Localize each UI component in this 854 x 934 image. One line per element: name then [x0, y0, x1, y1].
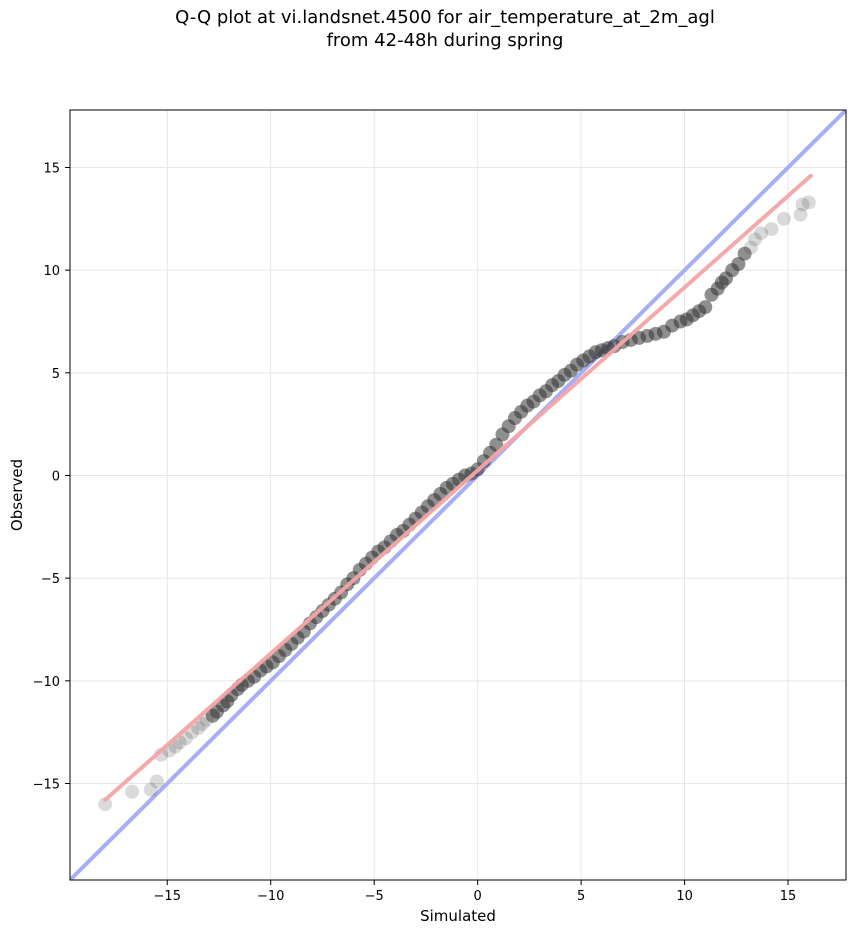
data-point	[143, 782, 158, 797]
fit-line	[103, 173, 813, 802]
plot-area	[70, 110, 846, 880]
data-point	[747, 232, 762, 247]
x-tick-label: 5	[577, 889, 585, 904]
y-tick-label: −10	[33, 675, 60, 690]
data-point	[795, 197, 810, 212]
data-point	[737, 246, 752, 261]
y-tick-label: 5	[52, 367, 60, 382]
y-tick-label: 15	[43, 161, 60, 176]
x-tick-label: −10	[257, 889, 284, 904]
y-tick-label: −15	[33, 777, 60, 792]
data-point	[178, 731, 193, 746]
data-point	[149, 774, 164, 789]
y-tick-label: 10	[43, 264, 60, 279]
chart-title-line-2: from 42-48h during spring	[326, 30, 564, 51]
x-tick-label: 15	[780, 889, 797, 904]
chart-title: Q-Q plot at vi.landsnet.4500 for air_tem…	[0, 6, 854, 52]
data-point	[125, 784, 140, 799]
y-tick-label: 0	[52, 469, 60, 484]
data-point	[754, 226, 769, 241]
data-point	[743, 240, 758, 255]
identity-line	[70, 110, 846, 880]
x-tick-label: −5	[365, 889, 384, 904]
x-tick-label: 10	[676, 889, 693, 904]
quantile-points	[98, 195, 816, 812]
plot-frame	[69, 109, 847, 881]
data-point	[191, 721, 206, 736]
data-point	[801, 195, 816, 210]
data-point	[793, 207, 808, 222]
x-axis-label: Simulated	[420, 907, 496, 925]
y-axis-label: Observed	[8, 459, 26, 531]
data-point	[698, 300, 713, 315]
y-tick-label: −5	[41, 572, 60, 587]
x-tick-label: −15	[154, 889, 181, 904]
data-point	[195, 716, 210, 731]
chart-title-line-1: Q-Q plot at vi.landsnet.4500 for air_tem…	[175, 7, 715, 28]
x-tick-label: 0	[474, 889, 482, 904]
data-point	[776, 211, 791, 226]
data-point	[98, 797, 113, 812]
data-point	[731, 257, 746, 271]
data-point	[764, 222, 779, 237]
